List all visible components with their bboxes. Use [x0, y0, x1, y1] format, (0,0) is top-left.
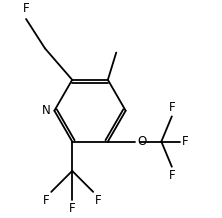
Text: F: F [182, 135, 189, 148]
Text: F: F [23, 2, 29, 15]
Text: F: F [168, 101, 175, 114]
Text: O: O [138, 135, 147, 148]
Text: F: F [95, 194, 102, 207]
Text: F: F [69, 202, 75, 215]
Text: F: F [42, 194, 49, 207]
Text: F: F [168, 169, 175, 182]
Text: N: N [42, 104, 50, 117]
